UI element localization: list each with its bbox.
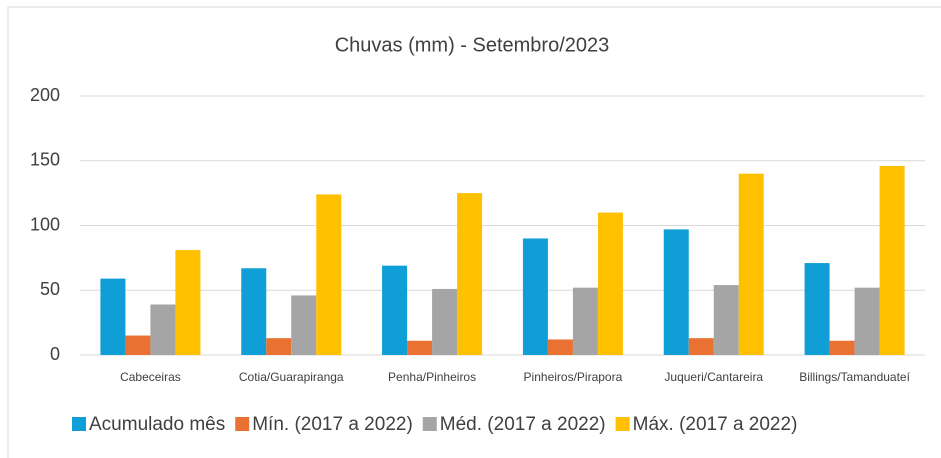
x-tick-label: Billings/Tamanduateí [799, 370, 910, 384]
y-tick-label: 150 [30, 150, 60, 170]
bar [572, 287, 598, 355]
bar [291, 295, 317, 355]
bar [547, 339, 573, 355]
y-tick-label: 50 [40, 279, 60, 299]
bar [125, 335, 151, 355]
bar [382, 265, 408, 355]
legend-label: Máx. (2017 a 2022) [633, 414, 798, 435]
legend-label: Mín. (2017 a 2022) [252, 414, 413, 435]
bar [879, 165, 905, 355]
legend-swatch [422, 417, 437, 431]
legend-label: Acumulado mês [89, 414, 225, 435]
legend-swatch [235, 417, 250, 431]
x-tick-label: Cabeceiras [120, 370, 181, 384]
bar [854, 287, 880, 355]
bar [663, 229, 689, 355]
bar [241, 268, 267, 355]
legend-swatch [72, 417, 86, 431]
bar [316, 194, 342, 355]
bar [804, 263, 830, 355]
bar [738, 173, 764, 355]
bar [829, 340, 855, 355]
bar [100, 278, 126, 355]
bar [175, 250, 201, 355]
bar [522, 238, 548, 355]
bar [597, 212, 623, 355]
legend-label: Méd. (2017 a 2022) [440, 414, 606, 435]
x-tick-label: Cotia/Guarapiranga [239, 370, 344, 384]
bar [432, 288, 458, 355]
bar [266, 338, 292, 355]
x-tick-label: Penha/Pinheiros [388, 370, 476, 384]
chart-title: Chuvas (mm) - Setembro/2023 [335, 34, 610, 56]
x-tick-label: Juqueri/Cantareira [664, 370, 763, 384]
bar [407, 340, 433, 355]
x-tick-label: Pinheiros/Pirapora [524, 370, 623, 384]
legend-swatch [615, 417, 630, 431]
bar [688, 338, 714, 355]
y-tick-label: 0 [50, 344, 60, 364]
y-tick-label: 200 [30, 85, 60, 105]
y-tick-label: 100 [30, 214, 60, 234]
bar [457, 193, 483, 355]
bar [713, 285, 739, 355]
bar [150, 304, 176, 355]
